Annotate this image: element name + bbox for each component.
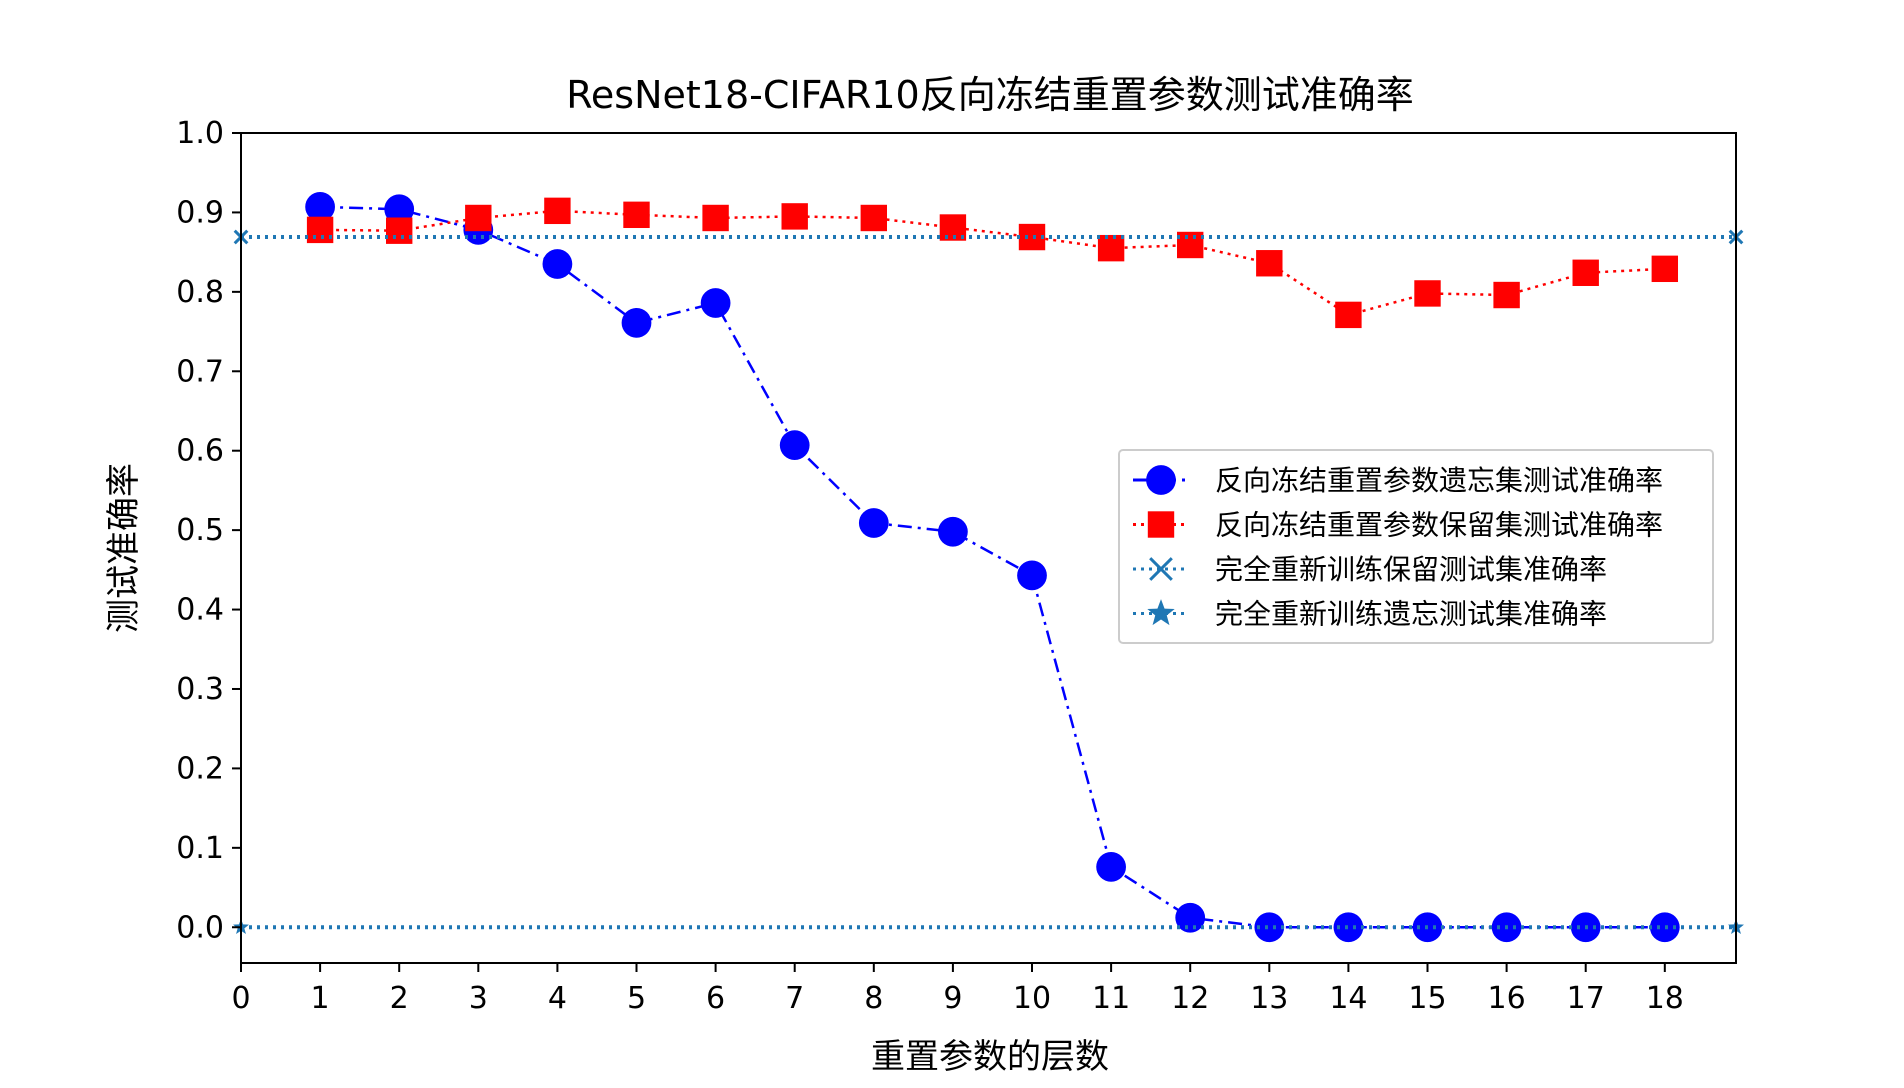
y-tick-label: 0.3 bbox=[176, 672, 224, 707]
series-3 bbox=[233, 229, 1744, 245]
data-point bbox=[306, 216, 334, 244]
data-point bbox=[1649, 912, 1680, 943]
plot-frame bbox=[240, 132, 1737, 964]
data-point bbox=[938, 516, 968, 547]
data-point bbox=[1335, 301, 1362, 329]
x-tick-label: 12 bbox=[1171, 981, 1209, 1016]
data-point bbox=[542, 249, 573, 279]
legend-marker bbox=[1146, 465, 1176, 495]
data-point bbox=[621, 307, 652, 338]
legend-marker bbox=[1147, 599, 1175, 626]
x-tick-label: 7 bbox=[785, 981, 804, 1016]
y-tick-label: 0.1 bbox=[176, 831, 224, 866]
data-point bbox=[1017, 560, 1047, 591]
y-tick-label: 0.2 bbox=[176, 751, 224, 786]
legend-item: 反向冻结重置参数保留集测试准确率 bbox=[1133, 509, 1663, 542]
data-point bbox=[1651, 255, 1679, 283]
data-point bbox=[305, 191, 335, 222]
legend-label: 反向冻结重置参数遗忘集测试准确率 bbox=[1215, 464, 1663, 497]
data-point bbox=[1333, 912, 1364, 943]
x-tick-label: 3 bbox=[469, 981, 488, 1016]
data-point bbox=[1256, 250, 1283, 277]
x-tick-label: 2 bbox=[390, 981, 409, 1016]
x-axis: 0 1 2 3 4 5 6 7 8 9 10 11 12 13 14 15 16 17 18 bbox=[231, 963, 1684, 1016]
legend: 反向冻结重置参数遗忘集测试准确率反向冻结重置参数保留集测试准确率完全重新训练保留… bbox=[1118, 449, 1714, 644]
y-tick-label: 0.5 bbox=[176, 513, 224, 548]
series-line bbox=[320, 209, 1665, 317]
x-tick-label: 16 bbox=[1488, 981, 1526, 1016]
data-point bbox=[1572, 259, 1599, 286]
data-point bbox=[781, 203, 808, 230]
y-tick-label: 0.7 bbox=[176, 354, 224, 389]
plot-area bbox=[233, 191, 1744, 943]
y-tick-label: 0.6 bbox=[176, 434, 224, 469]
legend-item: 完全重新训练保留测试集准确率 bbox=[1133, 553, 1607, 586]
legend-marker bbox=[1149, 557, 1173, 581]
x-tick-label: 6 bbox=[706, 981, 725, 1016]
x-tick-label: 14 bbox=[1329, 981, 1367, 1016]
data-point bbox=[1097, 234, 1125, 262]
legend-marker bbox=[1147, 511, 1175, 538]
data-point bbox=[1175, 902, 1206, 933]
x-tick-label: 0 bbox=[231, 981, 250, 1016]
x-tick-label: 15 bbox=[1408, 981, 1446, 1016]
y-tick-label: 1.0 bbox=[176, 116, 224, 151]
data-point bbox=[623, 201, 650, 229]
legend-label: 反向冻结重置参数保留集测试准确率 bbox=[1215, 509, 1663, 542]
data-point bbox=[779, 430, 810, 461]
y-axis-label: 测试准确率 bbox=[104, 463, 144, 633]
y-tick-label: 0.4 bbox=[176, 593, 224, 628]
data-point bbox=[1254, 912, 1285, 943]
data-point bbox=[1096, 852, 1126, 882]
legend-item: 反向冻结重置参数遗忘集测试准确率 bbox=[1133, 464, 1663, 497]
y-tick-label: 0.9 bbox=[176, 195, 224, 230]
data-point bbox=[860, 204, 888, 232]
x-tick-label: 13 bbox=[1250, 981, 1288, 1016]
data-point bbox=[702, 204, 729, 232]
series-2 bbox=[306, 197, 1679, 329]
x-tick-label: 11 bbox=[1092, 981, 1130, 1016]
data-point bbox=[465, 204, 492, 232]
legend-label: 完全重新训练遗忘测试集准确率 bbox=[1215, 598, 1607, 631]
y-tick-label: 0.0 bbox=[176, 910, 224, 945]
x-tick-label: 10 bbox=[1013, 981, 1051, 1016]
data-point bbox=[1414, 280, 1441, 307]
x-axis-label: 重置参数的层数 bbox=[871, 1037, 1109, 1077]
x-tick-label: 9 bbox=[943, 981, 962, 1016]
x-tick-label: 5 bbox=[627, 981, 646, 1016]
data-point bbox=[384, 194, 415, 225]
legend-label: 完全重新训练保留测试集准确率 bbox=[1215, 553, 1607, 586]
data-point bbox=[1493, 281, 1520, 309]
x-tick-label: 1 bbox=[311, 981, 330, 1016]
data-point bbox=[1018, 223, 1046, 251]
x-tick-label: 17 bbox=[1567, 981, 1605, 1016]
data-point bbox=[700, 288, 731, 318]
y-tick-label: 0.8 bbox=[176, 275, 224, 310]
chart-title: ResNet18-CIFAR10反向冻结重置参数测试准确率 bbox=[566, 73, 1414, 117]
data-point bbox=[858, 508, 889, 538]
legend-item: 完全重新训练遗忘测试集准确率 bbox=[1133, 598, 1607, 631]
x-tick-label: 8 bbox=[864, 981, 883, 1016]
x-tick-label: 18 bbox=[1646, 981, 1684, 1016]
data-point bbox=[386, 217, 413, 244]
y-axis: 0.0 0.1 0.2 0.3 0.4 0.5 0.6 0.7 0.8 0.9 1.0 bbox=[176, 116, 241, 945]
legend-box bbox=[1118, 449, 1714, 644]
data-point bbox=[1177, 231, 1204, 259]
x-tick-label: 4 bbox=[548, 981, 567, 1016]
data-point bbox=[544, 197, 571, 225]
